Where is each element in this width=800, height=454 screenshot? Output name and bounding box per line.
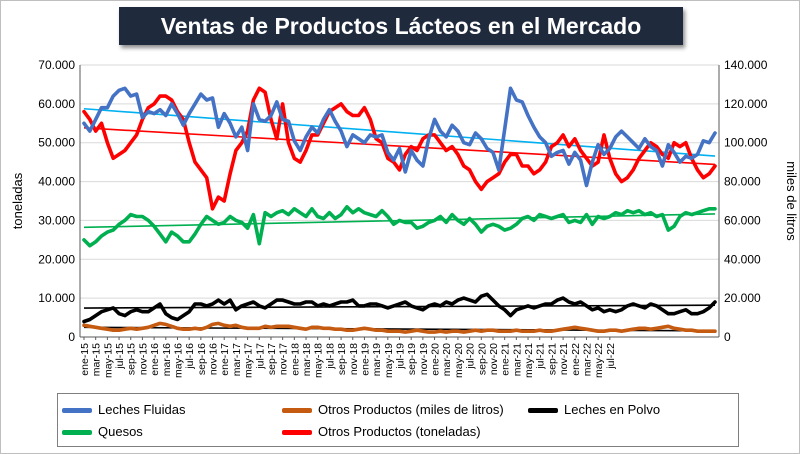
x-tick-label: may-15 — [102, 343, 114, 378]
y-tick-label: 60.000 — [38, 97, 75, 111]
x-axis-ticks: ene-15 mar-15 may-15 jul-15 sep-15 nov-15 ene-… — [79, 337, 617, 378]
x-tick-label: sep-15 — [126, 343, 138, 375]
x-tick-label: jul-15 — [114, 343, 126, 370]
y2-tick-label: 0 — [724, 330, 731, 344]
x-tick-label: mar-19 — [371, 343, 383, 376]
x-tick-label: mar-22 — [581, 343, 593, 376]
x-tick-label: may-18 — [313, 343, 325, 378]
x-tick-label: mar-21 — [511, 343, 523, 376]
chart-title: Ventas de Productos Lácteos en el Mercad… — [119, 7, 683, 77]
y-tick-label: 10.000 — [38, 291, 75, 305]
x-tick-label: jul-18 — [324, 343, 336, 370]
x-tick-label: ene-22 — [570, 343, 582, 376]
x-tick-label: nov-18 — [348, 343, 360, 375]
legend-swatch — [62, 408, 92, 413]
legend-swatch — [282, 408, 312, 413]
x-tick-label: may-21 — [523, 343, 535, 378]
legend-label: Otros Productos (toneladas) — [318, 424, 481, 439]
series-line-2 — [82, 292, 717, 324]
y-tick-label: 40.000 — [38, 175, 75, 189]
series-line-3 — [82, 205, 717, 248]
y2-axis-label: miles de litros — [784, 161, 799, 241]
legend-swatch — [282, 430, 312, 435]
legend-label: Otros Productos (miles de litros) — [318, 402, 504, 417]
legend-swatch — [528, 408, 558, 413]
right-axis-ticks: 0 20.000 40.000 60.000 80.000 100.000 120.000 1… — [724, 58, 768, 344]
x-tick-label: ene-15 — [79, 343, 91, 376]
x-tick-label: sep-20 — [476, 343, 488, 375]
x-tick-label: may-16 — [172, 343, 184, 378]
x-tick-label: mar-15 — [91, 343, 103, 376]
legend-label: Leches Fluidas — [98, 402, 186, 417]
y2-tick-label: 100.000 — [724, 136, 768, 150]
x-tick-label: sep-17 — [266, 343, 278, 375]
x-tick-label: ene-16 — [149, 343, 161, 376]
y-axis-label: toneladas — [10, 172, 25, 229]
x-tick-label: ene-17 — [219, 343, 231, 376]
y-tick-label: 30.000 — [38, 213, 75, 227]
x-tick-label: nov-20 — [488, 343, 500, 375]
x-tick-label: nov-16 — [208, 343, 220, 375]
x-tick-label: ene-19 — [359, 343, 371, 376]
x-tick-label: mar-18 — [301, 343, 313, 376]
y2-tick-label: 120.000 — [724, 97, 768, 111]
y2-tick-label: 40.000 — [724, 252, 761, 266]
chart-plot: 0 10.000 20.000 30.000 40.000 50.000 60.000 70.… — [10, 58, 799, 378]
x-tick-label: jul-16 — [184, 343, 196, 370]
x-tick-label: may-22 — [593, 343, 605, 378]
x-tick-label: jul-17 — [254, 343, 266, 370]
x-tick-label: mar-17 — [231, 343, 243, 376]
x-tick-label: sep-16 — [196, 343, 208, 375]
y2-tick-label: 140.000 — [724, 58, 768, 72]
series-line-1 — [82, 321, 717, 334]
legend: Leches Fluidas Otros Productos (miles de… — [57, 393, 739, 447]
x-tick-label: nov-19 — [418, 343, 430, 375]
y-tick-label: 50.000 — [38, 136, 75, 150]
y-tick-label: 70.000 — [38, 58, 75, 72]
trend-line-2 — [83, 304, 716, 309]
x-tick-label: may-19 — [383, 343, 395, 378]
x-tick-label: ene-21 — [500, 343, 512, 376]
x-tick-label: may-20 — [453, 343, 465, 378]
y2-tick-label: 80.000 — [724, 175, 761, 189]
x-tick-label: mar-20 — [441, 343, 453, 376]
legend-label: Quesos — [98, 424, 143, 439]
x-tick-label: ene-20 — [430, 343, 442, 376]
y2-tick-label: 20.000 — [724, 291, 761, 305]
x-tick-label: nov-17 — [278, 343, 290, 375]
y-tick-label: 0 — [68, 330, 75, 344]
x-tick-label: jul-21 — [535, 343, 547, 370]
x-tick-label: jul-19 — [395, 343, 407, 370]
y2-tick-label: 60.000 — [724, 213, 761, 227]
x-tick-label: ene-18 — [289, 343, 301, 376]
x-tick-label: sep-18 — [336, 343, 348, 375]
x-tick-label: sep-19 — [406, 343, 418, 375]
x-tick-label: nov-15 — [137, 343, 149, 375]
x-tick-label: may-17 — [243, 343, 255, 378]
series-line-0 — [82, 86, 717, 188]
x-tick-label: jul-20 — [465, 343, 477, 370]
left-axis-ticks: 0 10.000 20.000 30.000 40.000 50.000 60.000 70.… — [38, 58, 75, 344]
series-lines — [82, 86, 717, 334]
series-line-4 — [82, 86, 717, 211]
legend-swatch — [62, 430, 92, 435]
x-tick-label: sep-21 — [546, 343, 558, 375]
legend-label: Leches en Polvo — [564, 402, 661, 417]
x-tick-label: nov-21 — [558, 343, 570, 375]
x-tick-label: mar-16 — [161, 343, 173, 376]
y-tick-label: 20.000 — [38, 252, 75, 266]
x-tick-label: jul-22 — [605, 343, 617, 370]
